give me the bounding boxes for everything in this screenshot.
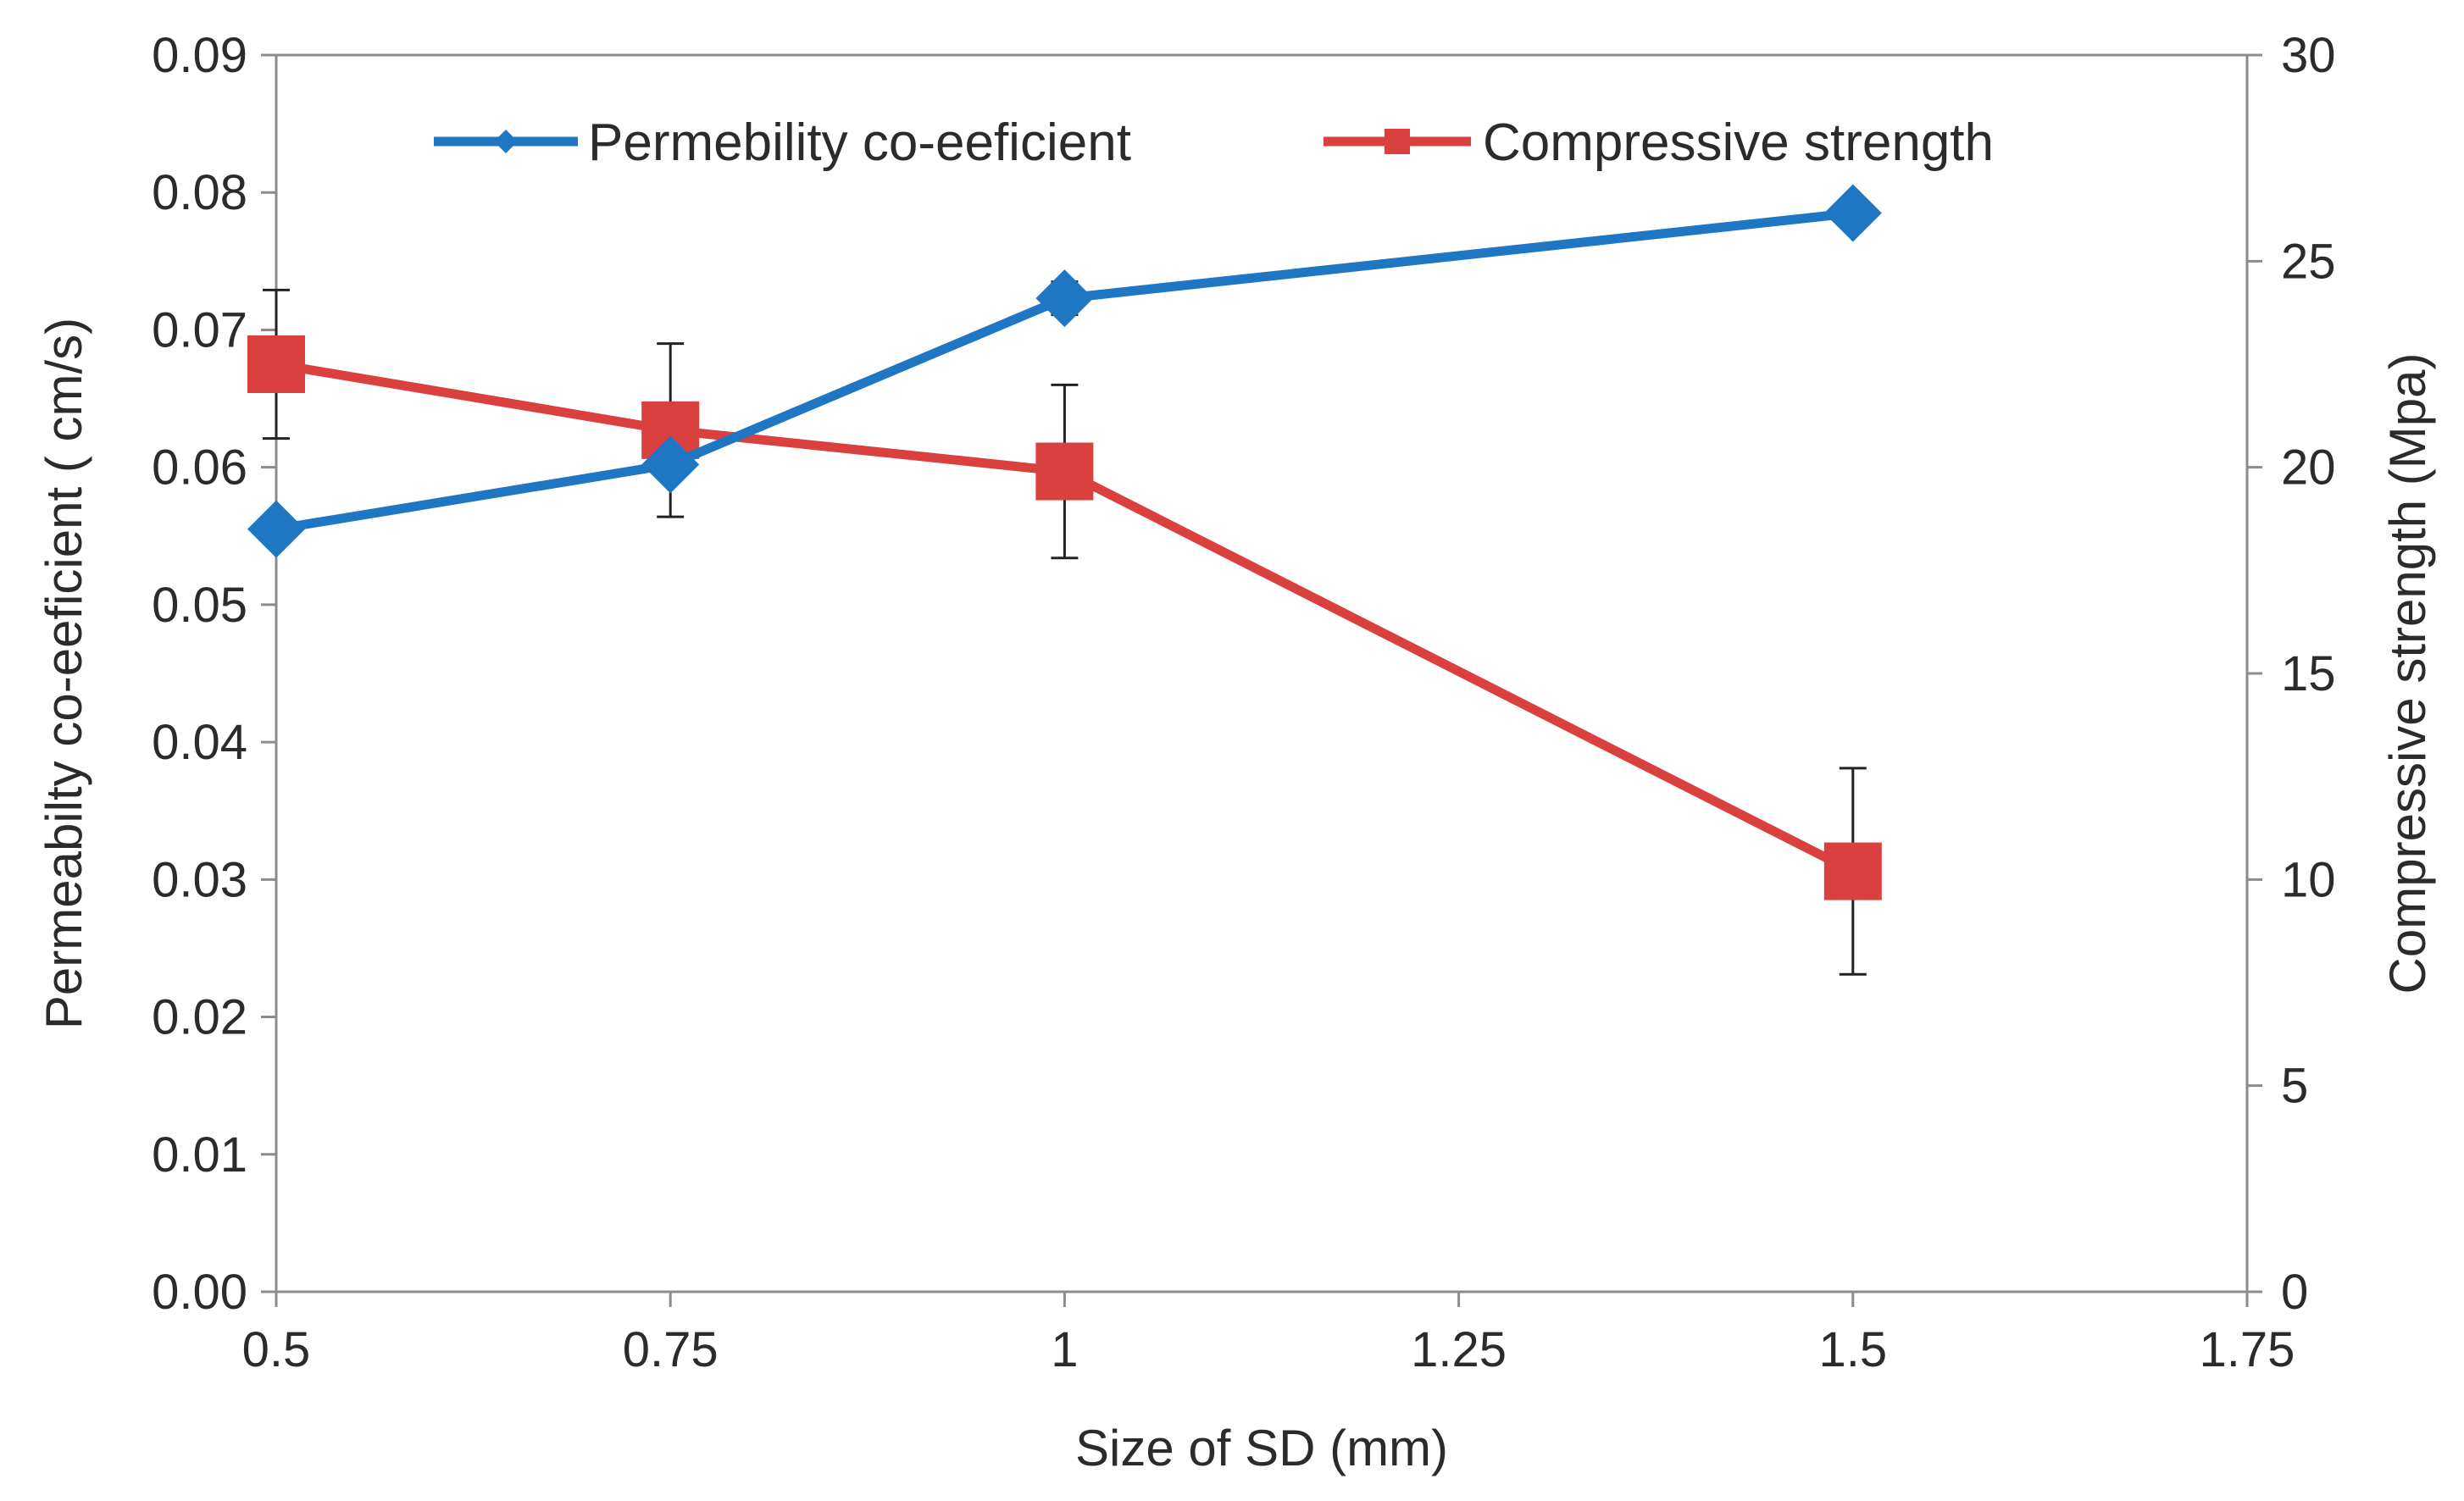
plot-frame (275, 53, 2249, 1293)
y-right-tick-label: 0 (2281, 1265, 2308, 1320)
y-left-tick-label: 0.07 (152, 302, 247, 357)
data-point (247, 335, 305, 393)
x-tick-label: 1.25 (1411, 1322, 1507, 1377)
plot-area-border (275, 53, 2249, 1293)
x-tick-label: 1.75 (2200, 1322, 2295, 1377)
axis-ticks: 0.5 0.75 1 1.25 1.5 1.75 0.00 0.01 0.02 0.03 0.04 0… (152, 28, 2335, 1377)
x-axis-title: Size of SD (mm) (1075, 1420, 1448, 1476)
legend: Permebility co-eeficient Compressive stre… (434, 114, 1994, 172)
diamond-icon (494, 130, 518, 153)
x-tick-label: 1.5 (1818, 1322, 1887, 1377)
x-tick-label: 0.75 (623, 1322, 719, 1377)
series-layer (247, 184, 1882, 976)
y-axis-right-title: Compressive strength (Mpa) (2379, 353, 2436, 994)
legend-label: Compressive strength (1483, 114, 1994, 172)
y-right-tick-label: 30 (2281, 28, 2336, 83)
y-left-tick-label: 0.05 (152, 578, 247, 633)
series-compressive-strength (247, 288, 1882, 976)
y-right-tick-label: 20 (2281, 440, 2336, 496)
y-left-tick-label: 0.01 (152, 1127, 247, 1183)
y-left-tick-label: 0.03 (152, 852, 247, 907)
data-point (1035, 269, 1094, 328)
y-right-tick-label: 5 (2281, 1059, 2308, 1114)
data-point (641, 435, 700, 494)
data-point (1035, 442, 1094, 501)
y-axis-left-title: Permeabilty co-eeficient ( cm/s) (36, 318, 92, 1029)
square-icon (1385, 129, 1410, 154)
y-right-tick-label: 25 (2281, 234, 2336, 289)
series-permeability (247, 184, 1882, 558)
legend-label: Permebility co-eeficient (588, 114, 1131, 172)
y-left-tick-label: 0.09 (152, 28, 247, 83)
y-left-tick-label: 0.04 (152, 715, 247, 770)
y-left-tick-label: 0.02 (152, 990, 247, 1045)
data-point (1823, 842, 1882, 900)
legend-item: Compressive strength (1324, 114, 1994, 172)
y-left-tick-label: 0.06 (152, 440, 247, 496)
legend-item: Permebility co-eeficient (434, 114, 1131, 172)
y-right-tick-label: 10 (2281, 852, 2336, 907)
y-right-tick-label: 15 (2281, 646, 2336, 701)
data-point (1823, 184, 1882, 242)
series-line (275, 208, 1854, 534)
y-left-tick-label: 0.00 (152, 1265, 247, 1320)
x-tick-label: 0.5 (242, 1322, 311, 1377)
series-line (275, 359, 1856, 876)
x-tick-label: 1 (1051, 1322, 1078, 1377)
data-point (247, 500, 305, 558)
y-left-tick-label: 0.08 (152, 165, 247, 220)
